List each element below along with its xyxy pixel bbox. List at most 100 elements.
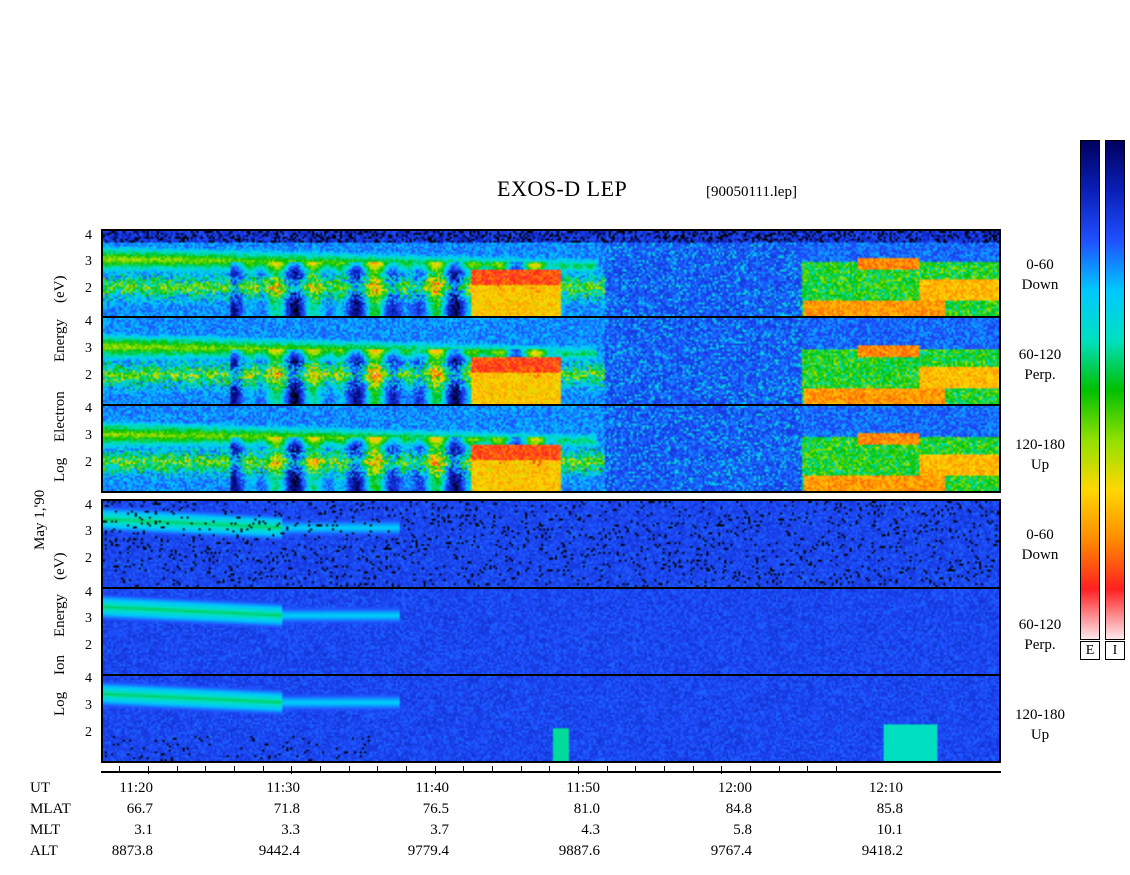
chart-title: EXOS-D LEP	[497, 176, 628, 201]
ytick-i1-2: 2	[85, 551, 92, 566]
ytick-i2-2: 2	[85, 638, 92, 653]
ion-up-spectrogram	[103, 676, 999, 761]
electron-up-spectrogram	[103, 406, 999, 491]
time-tick	[721, 766, 723, 774]
electron-ylabel-unit: (eV)	[52, 275, 68, 303]
electron-perp-label: 60-120 Perp.	[1018, 347, 1062, 383]
ytick-i3-2: 2	[85, 725, 92, 740]
ephemeris-value: 9418.2	[861, 843, 903, 859]
electron-up-panel	[101, 404, 1001, 493]
time-tick	[148, 766, 149, 774]
electron-up-label: 120-180 Up	[1015, 437, 1065, 473]
ion-down-spectrogram	[103, 501, 999, 587]
time-tick	[348, 766, 350, 771]
ion-colorbar	[1105, 140, 1125, 640]
electron-ylabel-species: Electron	[52, 391, 68, 442]
ion-ylabel-log: Log	[52, 691, 68, 716]
time-tick	[319, 766, 321, 771]
ephemeris-value: 71.8	[273, 801, 300, 817]
ephemeris-value: 4.3	[581, 822, 600, 838]
row-header-mlt: MLT	[30, 822, 61, 838]
row-header-ut: UT	[30, 780, 50, 796]
time-tick	[663, 766, 665, 771]
time-tick	[233, 766, 235, 771]
ytick-e1-2: 2	[85, 281, 92, 296]
ephemeris-value: 84.8	[725, 801, 752, 817]
ephemeris-value: 11:20	[119, 780, 153, 796]
time-tick	[491, 766, 493, 771]
ion-up-label: 120-180 Up	[1015, 707, 1065, 743]
time-axis	[101, 771, 1001, 773]
ion-down-label: 0-60 Down	[1021, 527, 1059, 563]
ytick-e1-4: 4	[85, 228, 92, 243]
time-tick	[606, 766, 608, 771]
ephemeris-value: 10.1	[876, 822, 903, 838]
ion-ylabel-energy: Energy	[52, 593, 68, 637]
time-tick	[291, 766, 293, 774]
time-tick	[119, 766, 121, 771]
ion-ylabel-species: Ion	[52, 655, 68, 675]
ytick-i3-4: 4	[85, 671, 92, 686]
electron-perp-panel	[101, 316, 1001, 406]
electron-down-panel	[101, 229, 1001, 318]
ion-perp-spectrogram	[103, 589, 999, 674]
ephemeris-value: 9442.4	[258, 843, 300, 859]
time-tick	[577, 766, 579, 774]
ytick-e3-4: 4	[85, 401, 92, 416]
ephemeris-value: 11:40	[415, 780, 449, 796]
time-tick	[835, 766, 837, 771]
ephemeris-value: 9887.6	[558, 843, 600, 859]
ephemeris-value: 3.7	[430, 822, 449, 838]
ytick-i2-4: 4	[85, 585, 92, 600]
ytick-i2-3: 3	[85, 611, 92, 626]
time-tick	[749, 766, 751, 771]
ephemeris-value: 76.5	[422, 801, 449, 817]
ion-up-panel	[101, 674, 1001, 763]
ephemeris-value: 8873.8	[111, 843, 153, 859]
ytick-e2-2: 2	[85, 368, 92, 383]
time-tick	[377, 766, 379, 771]
electron-ylabel-energy: Energy	[52, 318, 68, 362]
row-header-mlat: MLAT	[30, 801, 71, 817]
ephemeris-value: 81.0	[573, 801, 600, 817]
time-tick	[778, 766, 780, 771]
ytick-i1-3: 3	[85, 524, 92, 539]
time-tick	[205, 766, 207, 771]
time-tick	[463, 766, 465, 771]
time-tick	[176, 766, 178, 771]
ephemeris-value: 5.8	[733, 822, 752, 838]
electron-colorbar-label: E	[1080, 641, 1100, 660]
ion-colorbar-label: I	[1105, 641, 1125, 660]
time-tick	[262, 766, 264, 771]
ephemeris-value: 12:00	[717, 780, 752, 796]
time-tick	[520, 766, 522, 771]
ephemeris-value: 85.8	[876, 801, 903, 817]
electron-ylabel-log: Log	[52, 457, 68, 482]
date-label: May 1,'90	[32, 489, 48, 550]
ephemeris-value: 11:50	[566, 780, 600, 796]
time-tick	[549, 766, 551, 771]
electron-down-label: 0-60 Down	[1021, 257, 1059, 293]
ephemeris-value: 9767.4	[710, 843, 752, 859]
electron-perp-spectrogram	[103, 318, 999, 404]
time-tick	[405, 766, 407, 771]
ephemeris-value: 3.1	[134, 822, 153, 838]
electron-colorbar	[1080, 140, 1100, 640]
ion-perp-panel	[101, 587, 1001, 676]
ion-ylabel-unit: (eV)	[52, 552, 68, 580]
ion-perp-label: 60-120 Perp.	[1018, 617, 1062, 653]
ytick-e2-4: 4	[85, 314, 92, 329]
ytick-e3-3: 3	[85, 428, 92, 443]
time-tick	[434, 766, 436, 774]
ytick-i3-3: 3	[85, 698, 92, 713]
ephemeris-value: 66.7	[126, 801, 153, 817]
electron-down-spectrogram	[103, 231, 999, 316]
ephemeris-value: 9779.4	[407, 843, 449, 859]
time-tick	[807, 766, 809, 771]
row-header-alt: ALT	[30, 843, 58, 859]
ytick-e1-3: 3	[85, 254, 92, 269]
time-tick	[635, 766, 637, 771]
ephemeris-value: 3.3	[281, 822, 300, 838]
ytick-e2-3: 3	[85, 341, 92, 356]
ytick-i1-4: 4	[85, 498, 92, 513]
